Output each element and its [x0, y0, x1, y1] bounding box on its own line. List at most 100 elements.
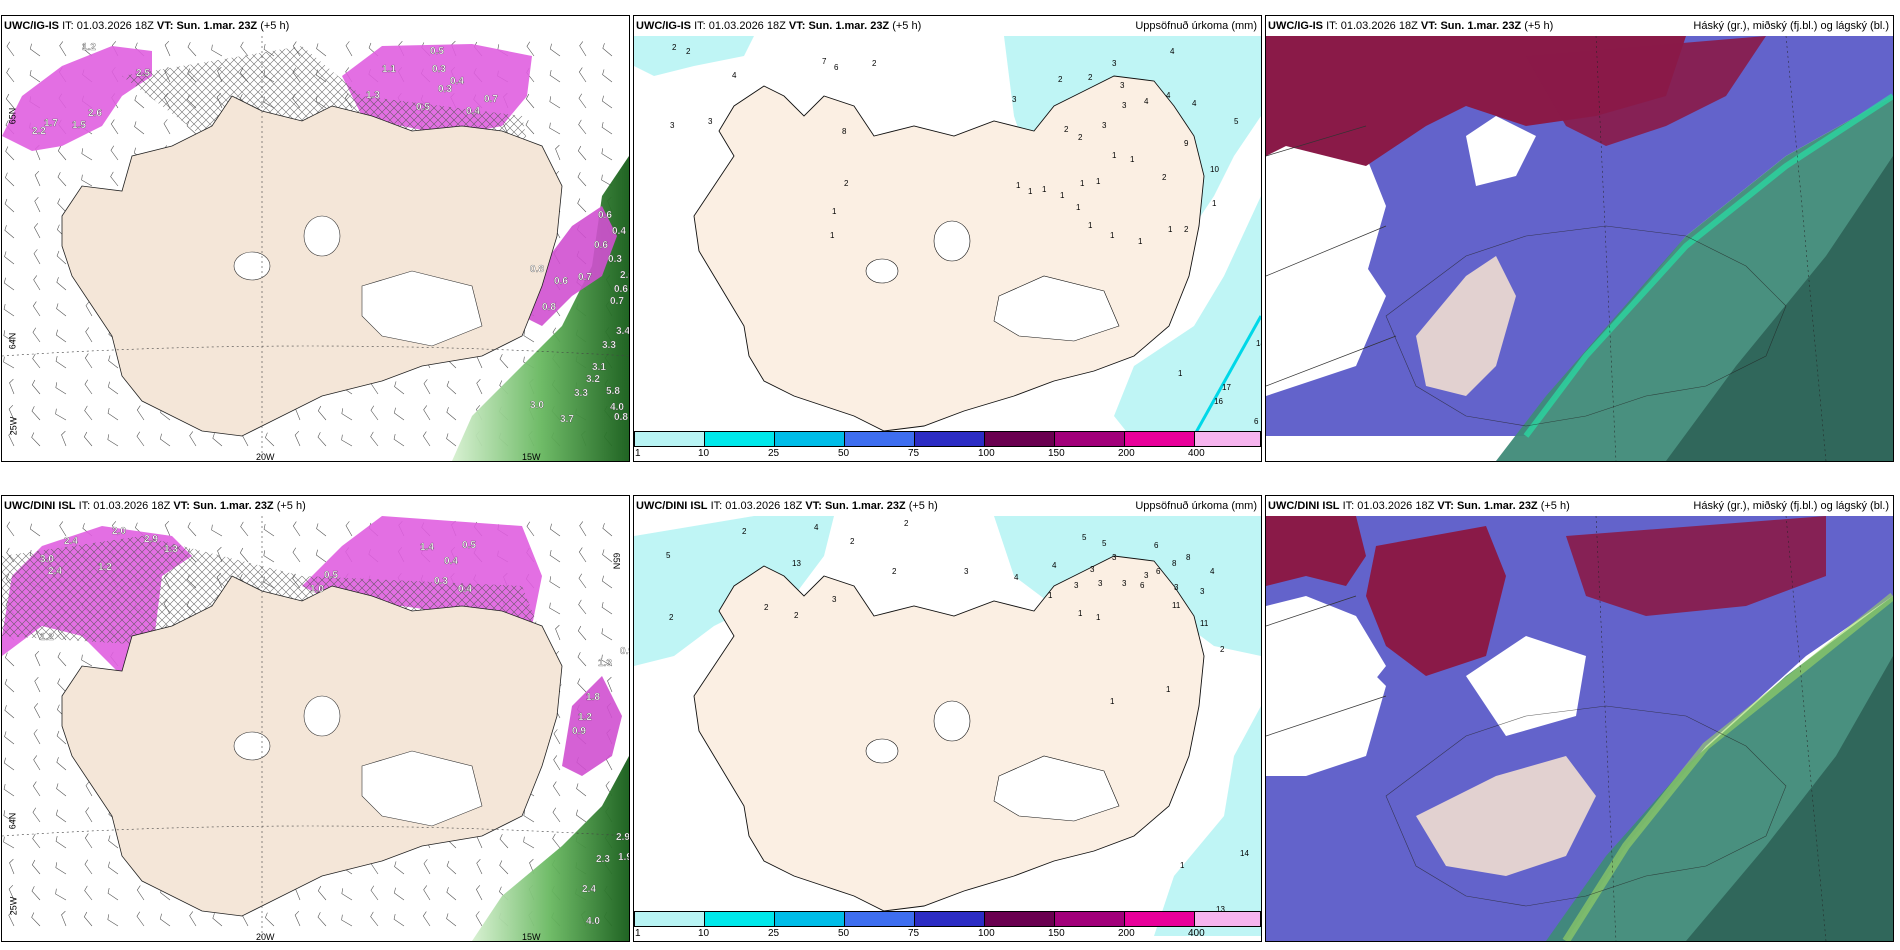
- wind-barb: [85, 781, 93, 797]
- glacier-3: [993, 275, 1120, 342]
- value-label: 3: [832, 595, 837, 604]
- wind-barb: [55, 329, 67, 343]
- glacier-1: [303, 695, 341, 737]
- wind-barb: [134, 121, 145, 135]
- wind-barb: [187, 42, 197, 57]
- value-label: 2: [1184, 225, 1189, 234]
- wind-barb: [55, 382, 67, 395]
- value-label: 0.6: [598, 210, 612, 221]
- value-label: 1.5: [72, 120, 86, 131]
- value-label: 6: [1154, 541, 1159, 550]
- value-label: 2.5: [136, 68, 150, 79]
- wind-barb: [393, 913, 405, 927]
- value-label: 3: [670, 121, 675, 130]
- projection-line: [1266, 335, 1397, 387]
- wind-barb: [164, 40, 171, 57]
- wind-barb: [525, 120, 535, 135]
- precip-streak: [1192, 315, 1261, 437]
- value-label: 3.1: [592, 362, 606, 373]
- colorbar-tick-label: 50: [838, 928, 850, 939]
- wind-barb: [476, 379, 483, 395]
- wind-barb: [107, 434, 119, 447]
- value-label: 1: [1168, 225, 1173, 234]
- wind-barb: [294, 430, 301, 447]
- green-cloud-edge: [1523, 93, 1893, 438]
- wind-barb: [370, 431, 379, 447]
- glacier-3: [993, 755, 1120, 822]
- value-label: 0.6: [594, 240, 608, 251]
- value-label: 3: [1122, 579, 1127, 588]
- value-label: 0.6: [554, 276, 568, 287]
- value-label: 0.4: [450, 76, 464, 87]
- wind-barb: [84, 405, 93, 421]
- wind-barb: [423, 859, 431, 875]
- wind-barb: [446, 380, 457, 395]
- value-label: 2.9: [616, 832, 629, 843]
- value-label: 5: [1102, 539, 1107, 548]
- wind-barb: [84, 353, 93, 369]
- wind-barb: [476, 859, 483, 875]
- wind-barb: [31, 886, 41, 901]
- wind-barb: [577, 652, 587, 667]
- colorbar-swatch: [1054, 431, 1125, 447]
- wind-barb: [57, 198, 67, 213]
- wind-barb: [32, 301, 41, 317]
- value-label: 1: [1042, 185, 1047, 194]
- wind-barb: [85, 301, 93, 317]
- value-label: 3.3: [574, 388, 588, 399]
- glacier-2: [865, 258, 899, 284]
- wind-barb: [423, 885, 431, 901]
- wind-barb: [292, 547, 301, 563]
- value-label: 1.3: [164, 544, 178, 555]
- wind-barb: [8, 911, 15, 927]
- wind-barb: [552, 781, 561, 797]
- wind-barb: [29, 43, 41, 57]
- wind-barb: [57, 145, 67, 161]
- value-label: 2.4: [64, 536, 78, 547]
- wind-barb: [5, 146, 15, 161]
- wind-barb: [549, 43, 561, 57]
- wind-barb: [317, 405, 327, 421]
- wind-barb: [578, 93, 587, 109]
- wind-barb: [9, 378, 15, 395]
- value-label: 2: [892, 567, 897, 576]
- glacier-1: [303, 215, 341, 257]
- colorbar-swatch: [774, 431, 845, 447]
- value-label: 3: [1102, 121, 1107, 130]
- wind-barb: [549, 96, 561, 109]
- glacier-3: [361, 750, 483, 827]
- wind-barb: [212, 913, 223, 927]
- value-label: 3: [1074, 581, 1079, 590]
- land-visible: [1416, 756, 1596, 876]
- value-label: 5.8: [606, 386, 620, 397]
- value-label: 4: [1144, 97, 1149, 106]
- value-label: 1: [1076, 203, 1081, 212]
- wind-barb: [136, 405, 145, 421]
- high-cloud: [1526, 36, 1766, 146]
- value-label: 2.2: [32, 126, 46, 137]
- wind-barb: [59, 521, 67, 537]
- wind-barb: [4, 225, 15, 239]
- wind-barb: [602, 69, 613, 83]
- colorbar-tick-label: 400: [1188, 928, 1205, 939]
- lat-line: [2, 825, 629, 837]
- value-label: 2.4: [48, 566, 62, 577]
- wind-barb: [370, 911, 379, 927]
- value-label: 3: [1098, 579, 1103, 588]
- lon-label: 15W: [522, 452, 541, 462]
- wind-barb: [549, 122, 561, 135]
- value-label: 2.0: [112, 526, 126, 537]
- value-label: 4.0: [586, 916, 600, 927]
- clear-area: [1466, 116, 1536, 186]
- wind-barb: [56, 757, 67, 771]
- value-label: 2: [742, 527, 747, 536]
- wind-barb: [553, 729, 561, 745]
- value-label: 3: [1112, 553, 1117, 562]
- wind-barb: [602, 43, 613, 57]
- value-label: 17: [1222, 383, 1231, 392]
- wind-barb: [33, 249, 41, 265]
- wind-barb: [394, 861, 405, 875]
- wind-barb: [341, 434, 353, 447]
